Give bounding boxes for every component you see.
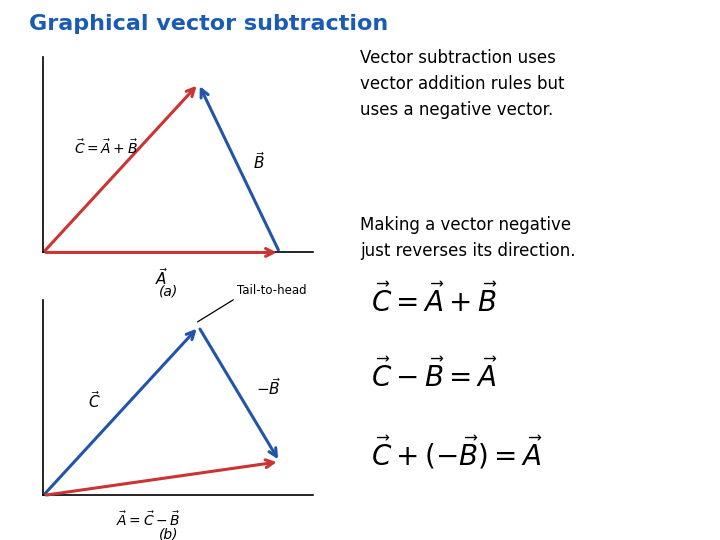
Text: Vector subtraction uses
vector addition rules but
uses a negative vector.: Vector subtraction uses vector addition …	[360, 49, 564, 119]
Text: $\vec{B}$: $\vec{B}$	[253, 151, 265, 172]
Text: $\vec{C}$: $\vec{C}$	[88, 390, 100, 411]
Text: (b): (b)	[158, 528, 178, 540]
Text: $\vec{C} + (-\vec{B}) = \vec{A}$: $\vec{C} + (-\vec{B}) = \vec{A}$	[371, 435, 542, 472]
Text: Graphical vector subtraction: Graphical vector subtraction	[29, 14, 388, 33]
Text: $\vec{C} = \vec{A} + \vec{B}$: $\vec{C} = \vec{A} + \vec{B}$	[73, 139, 138, 157]
Text: $\vec{C} - \vec{B} = \vec{A}$: $\vec{C} - \vec{B} = \vec{A}$	[371, 359, 498, 393]
Text: (a): (a)	[158, 285, 178, 299]
Text: $\vec{A} = \vec{C} - \vec{B}$: $\vec{A} = \vec{C} - \vec{B}$	[116, 510, 180, 529]
Text: Making a vector negative
just reverses its direction.: Making a vector negative just reverses i…	[360, 216, 575, 260]
Text: Tail-to-head: Tail-to-head	[237, 284, 307, 297]
Text: $-\vec{B}$: $-\vec{B}$	[256, 377, 281, 398]
Text: $\vec{A}$: $\vec{A}$	[155, 267, 168, 288]
Text: $\vec{C} = \vec{A} + \vec{B}$: $\vec{C} = \vec{A} + \vec{B}$	[371, 284, 498, 318]
